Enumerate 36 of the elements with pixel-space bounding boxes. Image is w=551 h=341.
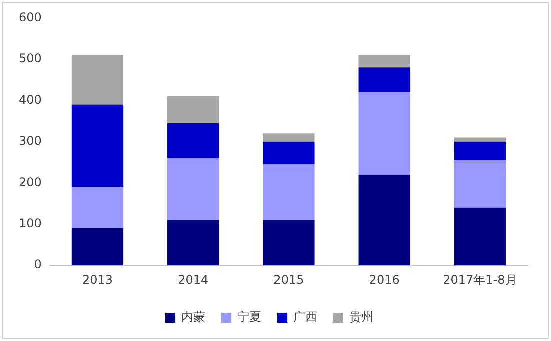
bar [72,228,124,266]
y-tick-label: 400 [19,92,42,107]
bar [263,142,315,165]
bar [168,158,220,220]
bar [263,164,315,220]
bar [358,68,410,92]
bar [454,160,506,208]
y-tick-label: 300 [19,134,42,148]
x-tick-label: 2017年1-8月 [443,272,518,287]
bar [263,220,315,266]
legend-label: 内蒙 [182,310,206,324]
y-tick-label: 500 [19,52,42,66]
y-tick-label: 200 [19,175,42,190]
bar [168,96,220,124]
y-tick-label: 100 [19,216,42,230]
bar [168,220,220,266]
legend-label: 广西 [294,310,318,324]
bar [454,138,506,142]
bar [168,123,220,158]
bar [358,174,410,266]
bar [72,187,124,228]
bar [263,134,315,142]
legend-label: 宁夏 [238,310,262,324]
x-tick-label: 2016 [369,272,400,287]
x-tick-label: 2015 [274,272,304,287]
bar [358,92,410,175]
y-tick-label: 600 [19,10,42,24]
legend-label: 贵州 [350,310,374,324]
bar [72,104,124,188]
y-tick-label: 0 [34,258,42,272]
bar [358,55,410,68]
bar [72,55,124,105]
x-tick-label: 2013 [82,272,113,287]
x-tick-label: 2014 [178,272,209,287]
bar [454,142,506,160]
bar [454,208,506,266]
